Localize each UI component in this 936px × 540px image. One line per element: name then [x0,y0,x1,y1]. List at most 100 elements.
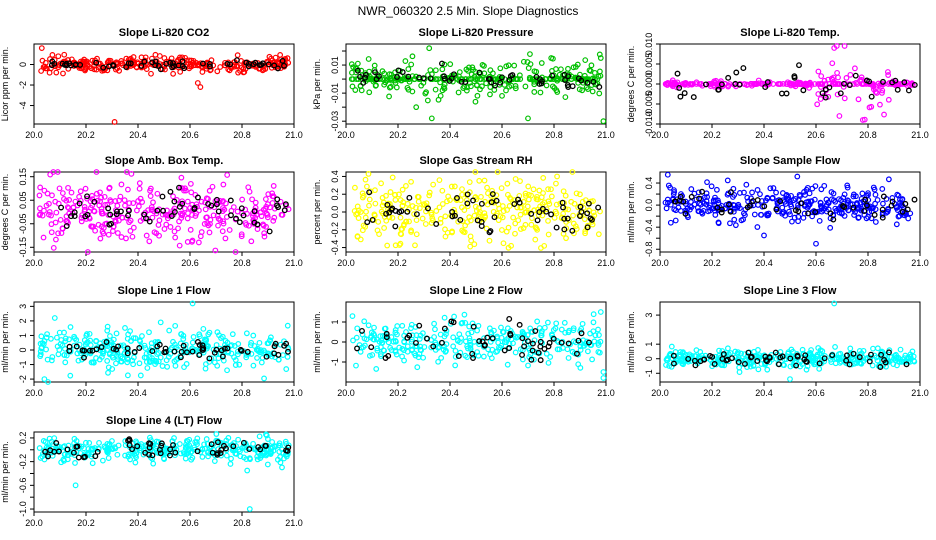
data-point [96,356,103,363]
outlier-point [833,43,840,49]
data-point [150,460,157,467]
data-point [840,83,847,90]
data-point [808,81,815,88]
reference-point [470,323,477,330]
data-point [403,183,409,189]
data-point [450,334,457,341]
data-point [248,339,255,346]
reference-point [159,193,166,200]
data-point [217,64,224,70]
reference-point [131,349,138,355]
data-point [754,224,761,230]
data-point [439,87,446,94]
reference-point [170,442,176,448]
reference-point [179,58,186,65]
data-point [392,329,399,336]
reference-point [285,348,291,355]
data-point [402,58,409,64]
y-tick-label: -1.0 [18,501,28,517]
x-tick-label: 20.0 [651,130,669,140]
data-point [423,89,429,96]
reference-point [590,78,597,85]
data-point [440,84,447,91]
data-point [881,111,887,118]
reference-point [672,198,679,205]
reference-point [115,343,121,350]
reference-point [172,449,179,456]
data-point [122,325,128,331]
data-point [397,240,404,247]
data-point [205,453,212,460]
reference-point [154,207,161,214]
outlier-point [831,300,838,307]
data-point [677,349,684,355]
data-point [114,230,121,236]
data-point [363,336,370,343]
data-point [754,187,761,193]
x-tick-label: 20.4 [441,388,459,398]
data-point [209,183,216,190]
reference-point [761,203,768,210]
reference-point [534,217,541,224]
data-point [354,233,361,240]
data-point [242,220,249,226]
data-point [493,192,500,199]
data-point [151,208,157,215]
reference-point [674,70,681,77]
data-point [149,214,156,221]
data-point [67,372,74,379]
reference-point [155,63,162,69]
data-point [232,357,239,363]
reference-point [71,209,78,216]
reference-point [279,57,286,64]
data-point [373,366,380,372]
x-tick-label: 21.0 [285,388,303,398]
reference-point [850,204,857,211]
x-tick-label: 20.8 [545,388,563,398]
reference-point [74,443,81,450]
reference-point [215,439,221,446]
data-point [201,220,208,227]
data-point [712,194,718,201]
data-point [36,445,43,451]
data-point [414,364,421,371]
reference-point [843,357,850,364]
x-tick-label: 20.6 [807,130,825,140]
data-point [836,196,842,203]
x-tick-label: 20.8 [233,130,251,140]
data-point [213,431,220,437]
data-point [512,220,519,227]
reference-point [209,449,216,456]
data-point [830,190,837,197]
data-point [832,344,838,350]
data-point [243,330,250,337]
reference-point [138,62,145,69]
data-point [792,195,799,202]
data-point [91,208,98,215]
data-point [577,191,583,198]
reference-point [543,208,550,215]
y-tick-label: 0.2 [18,432,28,445]
data-point [228,455,234,462]
data-point [749,189,755,196]
reference-point [745,349,752,356]
reference-point [246,446,253,453]
data-point [667,219,674,226]
x-tick-label: 21.0 [285,518,303,528]
reference-point [199,342,206,349]
reference-point [107,211,114,218]
reference-point [430,343,437,350]
data-point [682,81,688,88]
data-point [222,235,229,242]
data-point [787,363,794,370]
data-points [38,45,292,125]
data-point [713,186,720,193]
data-point [751,211,758,218]
data-point [214,68,221,75]
reference-point [217,450,224,457]
data-point [234,52,241,59]
reference-point [905,87,912,94]
data-point [238,231,245,238]
data-point [393,351,400,358]
